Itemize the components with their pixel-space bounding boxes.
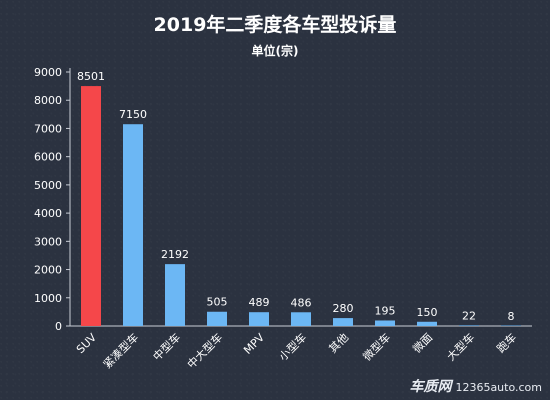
data-label: 150 (417, 306, 438, 319)
y-tick-label: 7000 (34, 122, 62, 135)
bar (249, 312, 269, 326)
y-tick-label: 8000 (34, 94, 62, 107)
data-label: 195 (375, 304, 396, 317)
bar (333, 318, 353, 326)
x-tick-label: 其他 (326, 331, 351, 356)
data-label: 489 (249, 296, 270, 309)
bar (501, 325, 521, 326)
chart-title: 2019年二季度各车型投诉量 (153, 14, 397, 36)
x-tick-label: MPV (241, 331, 267, 357)
data-label: 2192 (161, 248, 189, 261)
bar (165, 264, 185, 326)
x-tick-label: SUV (74, 331, 99, 356)
x-tick-label: 微面 (410, 330, 435, 355)
x-tick-label: 大型车 (444, 330, 477, 363)
x-tick-label: 微型车 (360, 330, 393, 363)
x-tick-label: 紧凑型车 (100, 330, 141, 371)
data-label: 8501 (77, 70, 105, 83)
bar (375, 320, 395, 326)
data-label: 505 (207, 296, 228, 309)
y-tick-label: 9000 (34, 66, 62, 79)
data-label: 8 (508, 310, 515, 323)
watermark: 车质网 12365auto.com (409, 376, 542, 396)
bar (291, 312, 311, 326)
x-tick-label: 中型车 (150, 330, 183, 363)
bar (81, 86, 101, 326)
x-tick-label: 中大型车 (184, 330, 225, 371)
bar (207, 311, 227, 326)
bar (417, 321, 437, 326)
x-tick-label: 跑车 (494, 330, 519, 355)
y-tick-label: 6000 (34, 151, 62, 164)
y-tick-label: 3000 (34, 235, 62, 248)
bar (123, 124, 143, 326)
chart-subtitle: 单位(宗) (251, 44, 299, 58)
x-tick-label: 小型车 (276, 330, 309, 363)
data-label: 22 (462, 309, 476, 322)
data-label: 280 (333, 302, 354, 315)
y-tick-label: 4000 (34, 207, 62, 220)
watermark-url: 12365auto.com (455, 381, 542, 394)
data-label: 486 (291, 296, 312, 309)
y-tick-label: 2000 (34, 264, 62, 277)
data-label: 7150 (119, 108, 147, 121)
watermark-logo: 车质网 (409, 379, 452, 395)
y-tick-label: 0 (55, 320, 62, 333)
bar (459, 325, 479, 326)
y-tick-label: 5000 (34, 179, 62, 192)
y-tick-label: 1000 (34, 292, 62, 305)
